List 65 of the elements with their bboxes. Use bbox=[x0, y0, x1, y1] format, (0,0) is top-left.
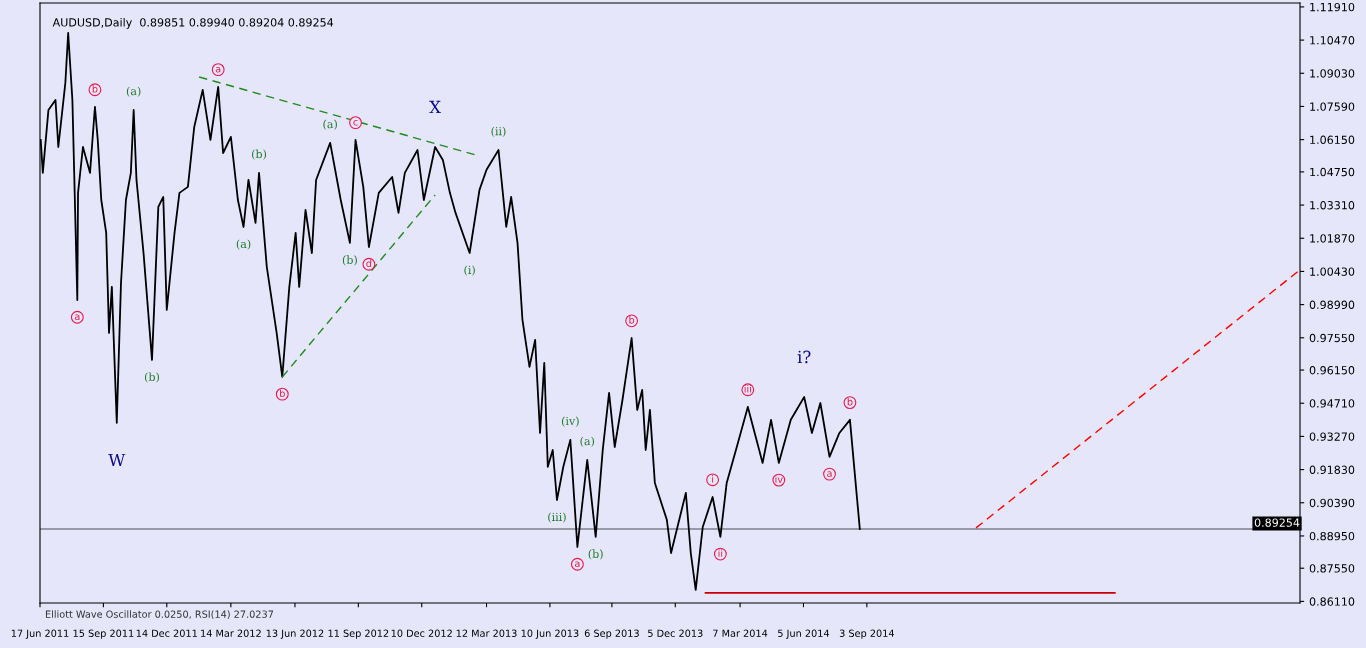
y-tick-label: 0.91830 bbox=[1309, 465, 1355, 474]
text: Elliott Wave Oscillator 0.0250, RSI(14) 27.0237 bbox=[45, 610, 274, 619]
annotation: a bbox=[74, 314, 80, 321]
y-tick-label: 0.88950 bbox=[1309, 531, 1355, 541]
y-tick-label: 1.07590 bbox=[1310, 102, 1355, 111]
y-tick-label: 1.00430 bbox=[1310, 267, 1355, 276]
y-tick-label: 0.93270 bbox=[1309, 432, 1355, 441]
y-tick-label: 0.90390 bbox=[1309, 498, 1355, 508]
x-tick-label: 17 Jun 2011 bbox=[11, 629, 69, 639]
annotation: i? bbox=[797, 350, 811, 364]
y-tick-label: 0.98990 bbox=[1309, 300, 1355, 309]
x-tick-label: 15 Sep 2011 bbox=[73, 629, 134, 639]
annotation: (b) bbox=[588, 549, 603, 560]
x-tick-label: 5 Jun 2014 bbox=[778, 629, 830, 639]
annotation: (b) bbox=[144, 372, 159, 383]
annotation: b bbox=[280, 389, 285, 397]
annotation: (a) bbox=[236, 239, 251, 250]
y-tick-label: 1.04750 bbox=[1310, 167, 1355, 177]
x-tick-label: 10 Jun 2013 bbox=[521, 629, 579, 639]
x-tick-label: 12 Mar 2013 bbox=[456, 629, 517, 637]
y-tick-label: 1.09030 bbox=[1310, 69, 1355, 78]
x-tick-label: 5 Dec 2013 bbox=[648, 629, 703, 637]
annotation: X bbox=[429, 100, 441, 113]
y-tick-label: 1.11910 bbox=[1310, 2, 1355, 12]
annotation: (a) bbox=[126, 86, 141, 97]
annotation: a bbox=[827, 471, 832, 477]
x-tick-label: 13 Jun 2012 bbox=[266, 629, 324, 639]
annotation: a bbox=[215, 66, 221, 73]
text: AUDUSD,Daily 0.89851 0.89940 0.89204 0.89254 bbox=[52, 18, 334, 29]
x-tick-label: 6 Sep 2013 bbox=[584, 629, 639, 639]
annotation: (a) bbox=[580, 436, 595, 447]
annotation: a bbox=[574, 561, 580, 568]
y-tick-label: 1.10470 bbox=[1310, 36, 1355, 45]
y-tick-label: 1.06150 bbox=[1310, 135, 1355, 145]
y-tick-label: 0.94710 bbox=[1309, 399, 1355, 408]
annotation: (b) bbox=[342, 255, 357, 266]
annotation: b bbox=[847, 397, 853, 406]
y-tick-label: 0.87550 bbox=[1309, 564, 1355, 573]
annotation: (iv) bbox=[561, 416, 579, 427]
annotation: (i) bbox=[464, 265, 475, 276]
annotation: iii bbox=[744, 385, 751, 393]
annotation: W bbox=[108, 453, 126, 467]
y-tick-label: 0.96150 bbox=[1309, 366, 1355, 375]
x-tick-label: 3 Sep 2014 bbox=[839, 629, 895, 639]
y-tick-label: 0.97550 bbox=[1309, 333, 1355, 343]
annotation: d bbox=[366, 259, 372, 268]
x-tick-label: 11 Sep 2012 bbox=[328, 629, 389, 639]
y-tick-label: 0.86110 bbox=[1309, 597, 1355, 606]
annotation: b bbox=[629, 316, 635, 324]
ref-line-label: 0.89254 bbox=[1254, 518, 1300, 527]
annotation: (a) bbox=[323, 119, 337, 130]
annotation: i bbox=[712, 475, 714, 483]
annotation: ii bbox=[718, 549, 723, 557]
annotation: iv bbox=[775, 475, 783, 483]
annotation: b bbox=[92, 85, 98, 93]
annotation: (iii) bbox=[548, 512, 566, 523]
x-tick-label: 14 Mar 2012 bbox=[201, 629, 261, 637]
annotation: (b) bbox=[252, 149, 267, 160]
x-tick-label: 10 Dec 2012 bbox=[391, 629, 452, 637]
annotation: (ii) bbox=[491, 126, 506, 137]
x-tick-label: 14 Dec 2011 bbox=[136, 629, 197, 637]
y-tick-label: 1.01870 bbox=[1310, 234, 1355, 243]
y-tick-label: 1.03310 bbox=[1310, 201, 1355, 210]
x-tick-label: 7 Mar 2014 bbox=[713, 629, 768, 637]
annotation: c bbox=[353, 119, 358, 126]
